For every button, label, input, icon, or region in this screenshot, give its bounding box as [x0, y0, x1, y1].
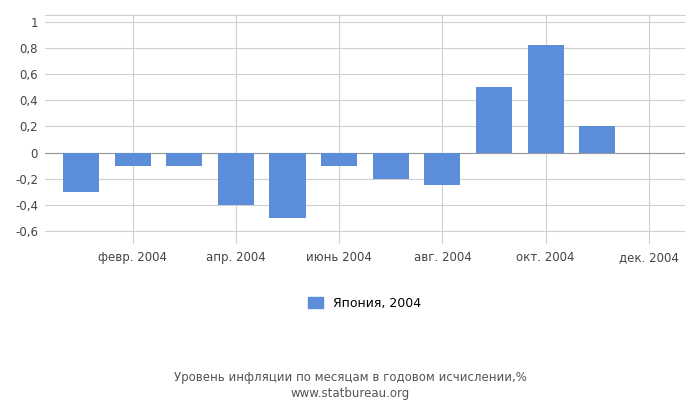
- Text: www.statbureau.org: www.statbureau.org: [290, 388, 410, 400]
- Bar: [476, 87, 512, 152]
- Bar: [218, 152, 254, 205]
- Bar: [372, 152, 409, 179]
- Bar: [115, 152, 150, 166]
- Bar: [321, 152, 357, 166]
- Bar: [270, 152, 306, 218]
- Legend: Япония, 2004: Япония, 2004: [303, 292, 426, 315]
- Bar: [166, 152, 202, 166]
- Text: Уровень инфляции по месяцам в годовом исчислении,%: Уровень инфляции по месяцам в годовом ис…: [174, 372, 526, 384]
- Bar: [63, 152, 99, 192]
- Bar: [528, 45, 564, 152]
- Bar: [424, 152, 461, 185]
- Bar: [579, 126, 615, 152]
